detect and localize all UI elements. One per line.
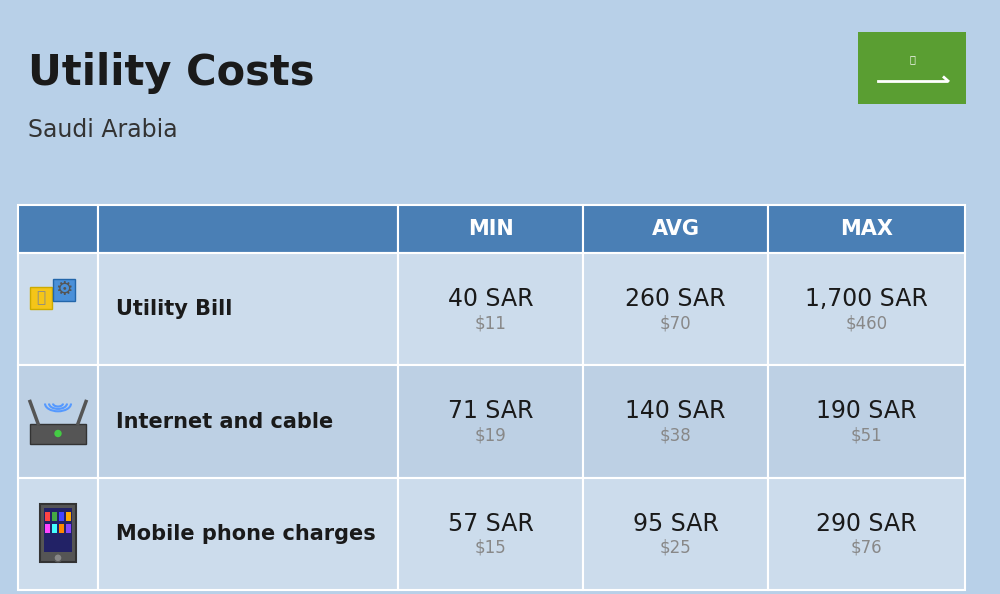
Bar — [30, 287, 52, 309]
Bar — [768, 478, 965, 590]
Bar — [98, 365, 398, 478]
Circle shape — [55, 431, 61, 437]
Text: $25: $25 — [660, 539, 691, 557]
Bar — [768, 365, 965, 478]
Text: $11: $11 — [475, 314, 506, 332]
Text: 95 SAR: 95 SAR — [633, 512, 718, 536]
Bar — [45, 512, 50, 521]
Text: Saudi Arabia: Saudi Arabia — [28, 118, 178, 142]
Bar — [18, 478, 98, 590]
Bar — [66, 512, 71, 521]
Bar — [52, 524, 57, 533]
Bar — [398, 205, 583, 253]
Text: MIN: MIN — [468, 219, 513, 239]
Text: 140 SAR: 140 SAR — [625, 400, 726, 424]
Bar — [30, 424, 86, 444]
Bar — [45, 524, 50, 533]
Text: Mobile phone charges: Mobile phone charges — [116, 524, 376, 544]
Text: ﷽: ﷽ — [909, 55, 915, 64]
Text: MAX: MAX — [840, 219, 893, 239]
Text: Utility Costs: Utility Costs — [28, 52, 314, 94]
Bar — [98, 253, 398, 365]
Bar — [52, 512, 57, 521]
Text: 71 SAR: 71 SAR — [448, 400, 533, 424]
Text: 290 SAR: 290 SAR — [816, 512, 917, 536]
Bar — [398, 365, 583, 478]
Bar — [858, 32, 966, 104]
Text: $460: $460 — [845, 314, 888, 332]
Bar — [66, 524, 71, 533]
Bar — [59, 524, 64, 533]
Text: 1,700 SAR: 1,700 SAR — [805, 287, 928, 311]
Text: $51: $51 — [851, 426, 882, 444]
Bar — [59, 512, 64, 521]
Text: AVG: AVG — [652, 219, 700, 239]
Text: Internet and cable: Internet and cable — [116, 412, 333, 431]
Bar — [583, 365, 768, 478]
Bar — [18, 205, 98, 253]
Bar — [53, 279, 75, 301]
Text: 260 SAR: 260 SAR — [625, 287, 726, 311]
Bar — [18, 253, 98, 365]
Text: Utility Bill: Utility Bill — [116, 299, 232, 319]
Text: $38: $38 — [660, 426, 691, 444]
Bar — [18, 365, 98, 478]
Bar — [768, 205, 965, 253]
Text: $70: $70 — [660, 314, 691, 332]
Circle shape — [54, 554, 62, 562]
Bar — [583, 253, 768, 365]
Bar — [98, 205, 398, 253]
Text: 40 SAR: 40 SAR — [448, 287, 533, 311]
Text: 🔌: 🔌 — [36, 290, 46, 305]
Bar — [398, 253, 583, 365]
Text: $15: $15 — [475, 539, 506, 557]
Bar — [583, 478, 768, 590]
Bar — [768, 253, 965, 365]
Bar — [398, 478, 583, 590]
Bar — [98, 478, 398, 590]
Text: ⚙: ⚙ — [55, 280, 73, 299]
Text: $76: $76 — [851, 539, 882, 557]
Text: 190 SAR: 190 SAR — [816, 400, 917, 424]
Text: 57 SAR: 57 SAR — [448, 512, 533, 536]
Bar — [583, 205, 768, 253]
Bar — [40, 504, 76, 562]
Text: $19: $19 — [475, 426, 506, 444]
Bar — [44, 508, 72, 552]
